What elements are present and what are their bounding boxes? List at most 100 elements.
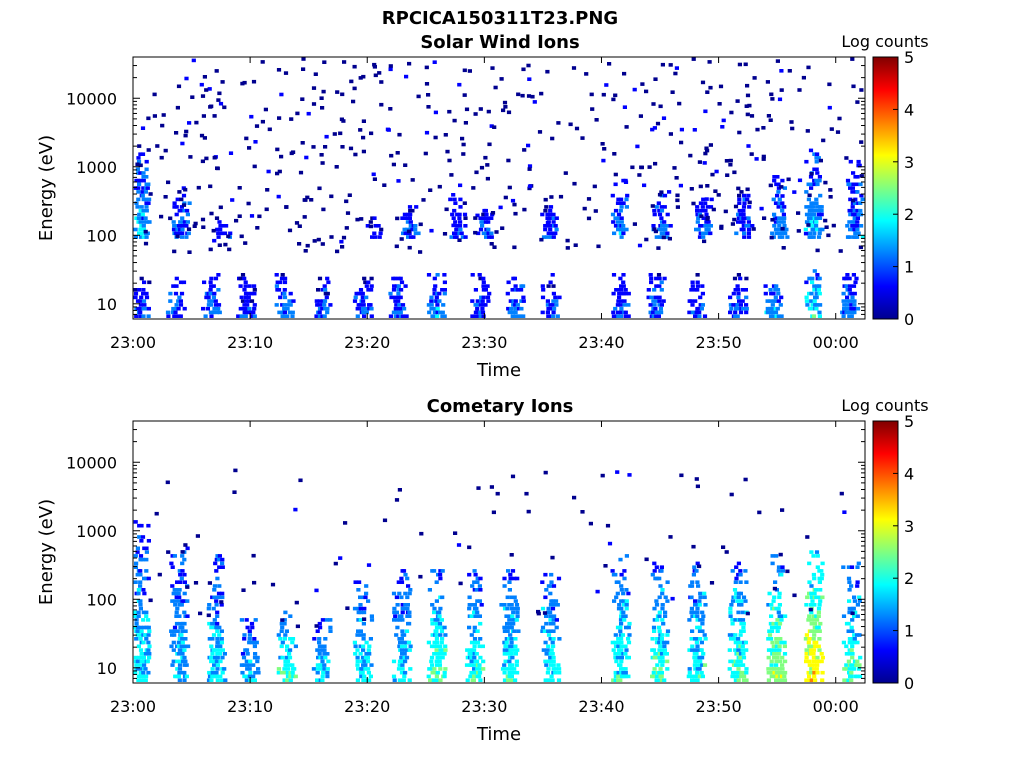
heatmap-cell bbox=[736, 610, 741, 615]
heatmap-cell bbox=[783, 659, 788, 664]
heatmap-cell bbox=[549, 648, 554, 652]
heatmap-cell bbox=[623, 314, 628, 318]
heatmap-cell bbox=[185, 599, 190, 603]
heatmap-cell bbox=[178, 621, 183, 626]
heatmap-cell bbox=[360, 306, 366, 311]
heatmap-cell bbox=[397, 303, 402, 307]
heatmap-cell bbox=[313, 72, 318, 76]
heatmap-cell bbox=[767, 591, 772, 596]
heatmap-cell bbox=[138, 171, 143, 175]
heatmap-cell bbox=[309, 198, 314, 202]
heatmap-cell bbox=[819, 205, 824, 209]
heatmap-cell bbox=[505, 595, 510, 600]
heatmap-cell bbox=[135, 205, 140, 209]
heatmap-cell bbox=[514, 618, 519, 622]
heatmap-cell bbox=[809, 235, 814, 239]
heatmap-cell bbox=[361, 621, 366, 626]
heatmap-cell bbox=[469, 633, 474, 637]
heatmap-cell bbox=[658, 659, 663, 664]
heatmap-cell bbox=[344, 226, 349, 230]
heatmap-cell bbox=[241, 588, 246, 592]
heatmap-cell bbox=[240, 670, 245, 675]
heatmap-cell bbox=[660, 603, 665, 607]
heatmap-cell bbox=[402, 655, 407, 660]
heatmap-cell bbox=[572, 181, 577, 186]
heatmap-cell bbox=[804, 159, 809, 164]
heatmap-cell bbox=[656, 625, 662, 630]
heatmap-cell bbox=[426, 93, 431, 97]
heatmap-cell bbox=[548, 216, 553, 220]
heatmap-cell bbox=[708, 143, 713, 147]
heatmap-cell bbox=[207, 637, 212, 641]
heatmap-cell bbox=[553, 231, 558, 236]
heatmap-cell bbox=[220, 561, 225, 566]
heatmap-cell bbox=[402, 640, 407, 645]
heatmap-cell bbox=[550, 606, 556, 611]
heatmap-cell bbox=[317, 621, 322, 626]
heatmap-cell bbox=[248, 310, 254, 315]
heatmap-cell bbox=[396, 179, 401, 183]
heatmap-cell bbox=[766, 114, 771, 118]
heatmap-cell bbox=[352, 640, 357, 645]
heatmap-cell bbox=[312, 637, 317, 641]
heatmap-cell bbox=[741, 205, 747, 209]
heatmap-cell bbox=[240, 652, 246, 656]
heatmap-cell bbox=[146, 314, 151, 318]
heatmap-cell bbox=[504, 625, 510, 630]
heatmap-cell bbox=[734, 565, 739, 569]
heatmap-cell bbox=[442, 273, 447, 277]
heatmap-cell bbox=[818, 303, 823, 307]
heatmap-cell bbox=[275, 280, 280, 285]
heatmap-cell bbox=[619, 652, 624, 656]
heatmap-cell bbox=[137, 523, 142, 528]
heatmap-cell bbox=[613, 655, 618, 660]
heatmap-cell bbox=[183, 629, 188, 633]
heatmap-cell bbox=[185, 220, 190, 224]
heatmap-cell bbox=[410, 227, 415, 232]
heatmap-cell bbox=[693, 667, 698, 671]
heatmap-cell bbox=[368, 220, 373, 224]
heatmap-cell bbox=[176, 84, 182, 89]
heatmap-cell bbox=[469, 670, 474, 675]
heatmap-cell bbox=[326, 659, 331, 664]
heatmap-cell bbox=[546, 224, 551, 228]
heatmap-cell bbox=[473, 614, 478, 618]
heatmap-cell bbox=[550, 678, 555, 682]
heatmap-cell bbox=[703, 109, 708, 114]
heatmap-cell bbox=[507, 580, 512, 584]
heatmap-cell bbox=[147, 197, 152, 202]
heatmap-cell bbox=[812, 231, 817, 236]
heatmap-cell bbox=[456, 543, 462, 547]
heatmap-cell bbox=[719, 224, 724, 229]
heatmap-cell bbox=[679, 140, 684, 145]
heatmap-cell bbox=[727, 667, 732, 671]
heatmap-cell bbox=[847, 670, 852, 675]
heatmap-cell bbox=[618, 208, 623, 213]
heatmap-cell bbox=[749, 114, 755, 118]
heatmap-cell bbox=[733, 674, 738, 679]
heatmap-cell bbox=[847, 606, 852, 611]
heatmap-cell bbox=[279, 154, 284, 159]
heatmap-cell bbox=[811, 314, 817, 318]
heatmap-cell bbox=[551, 303, 556, 307]
heatmap-cell bbox=[852, 614, 857, 618]
heatmap-cell bbox=[322, 667, 327, 671]
heatmap-cell bbox=[369, 663, 374, 667]
heatmap-cell bbox=[252, 644, 257, 649]
heatmap-cell bbox=[216, 231, 221, 236]
heatmap-cell bbox=[319, 96, 324, 100]
heatmap-cell bbox=[551, 299, 556, 303]
heatmap-cell bbox=[817, 276, 822, 281]
heatmap-cell bbox=[211, 284, 216, 288]
heatmap-cell bbox=[280, 640, 285, 645]
heatmap-cell bbox=[277, 169, 282, 174]
heatmap-cell bbox=[247, 640, 252, 645]
heatmap-cell bbox=[180, 569, 185, 573]
heatmap-cell bbox=[695, 637, 700, 641]
heatmap-cell bbox=[467, 606, 472, 611]
heatmap-cell bbox=[355, 306, 360, 311]
heatmap-cell bbox=[777, 201, 782, 205]
heatmap-cell bbox=[284, 205, 289, 209]
heatmap-cell bbox=[255, 659, 260, 664]
